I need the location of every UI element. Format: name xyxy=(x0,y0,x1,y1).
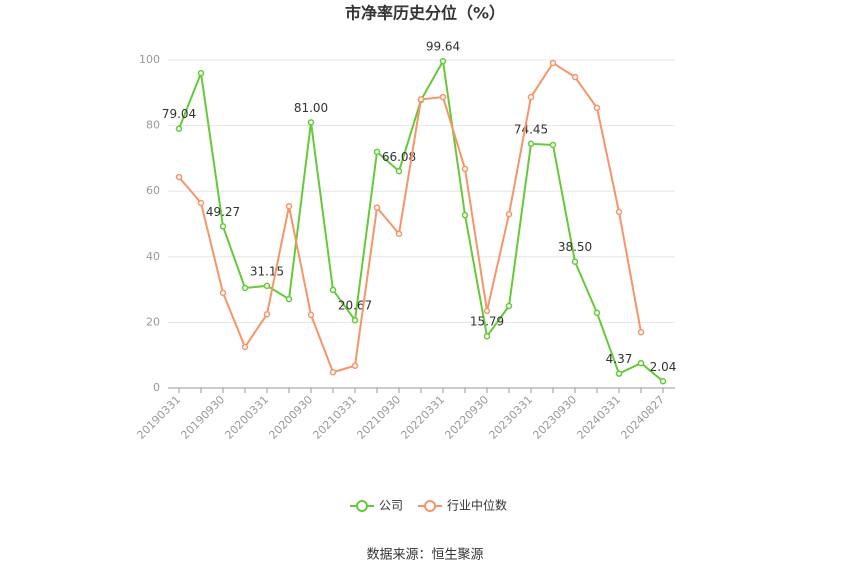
data-point xyxy=(483,332,491,340)
y-tick-label: 20 xyxy=(146,315,160,328)
data-point xyxy=(197,199,205,207)
data-point xyxy=(505,302,513,310)
data-point xyxy=(175,173,183,181)
legend-marker xyxy=(424,500,436,512)
data-point xyxy=(549,141,557,149)
x-tick-label: 20190930 xyxy=(178,393,227,442)
data-point xyxy=(439,57,447,65)
legend-label: 行业中位数 xyxy=(447,498,507,513)
data-point xyxy=(307,119,315,126)
data-point xyxy=(285,295,293,303)
y-tick-label: 40 xyxy=(146,250,160,263)
data-point xyxy=(527,140,535,148)
data-label: 99.64 xyxy=(426,40,460,54)
data-label: 20.67 xyxy=(338,299,372,313)
data-point xyxy=(263,310,271,318)
data-point xyxy=(505,210,513,218)
data-point xyxy=(593,309,601,317)
data-point xyxy=(329,286,337,294)
data-point xyxy=(351,316,359,324)
data-point xyxy=(571,73,579,81)
data-point xyxy=(659,378,667,385)
y-tick-label: 0 xyxy=(153,381,160,394)
data-point xyxy=(373,148,381,156)
chart-title: 市净率历史分位（%） xyxy=(345,4,505,23)
x-tick-label: 20190331 xyxy=(134,393,183,442)
y-tick-label: 80 xyxy=(146,119,160,132)
data-point xyxy=(637,359,645,367)
x-tick-label: 20210331 xyxy=(310,393,359,442)
data-label: 49.27 xyxy=(206,205,240,219)
x-tick-label: 20220930 xyxy=(442,393,491,442)
data-label: 74.45 xyxy=(514,122,548,136)
data-point xyxy=(241,284,249,292)
data-point xyxy=(571,258,579,265)
data-point xyxy=(395,168,403,175)
data-point xyxy=(483,307,491,315)
data-point xyxy=(549,59,557,67)
data-point xyxy=(615,370,623,377)
data-label: 4.37 xyxy=(606,352,633,366)
data-point xyxy=(241,343,249,351)
data-label: 38.50 xyxy=(558,240,592,254)
data-label: 31.15 xyxy=(250,264,284,278)
x-tick-label: 20230331 xyxy=(486,393,535,442)
x-tick-label: 20200331 xyxy=(222,393,271,442)
data-point xyxy=(637,328,645,336)
x-tick-label: 20240331 xyxy=(574,393,623,442)
x-tick-label: 20200930 xyxy=(266,393,315,442)
legend-item: 行业中位数 xyxy=(418,498,507,513)
data-point xyxy=(263,282,271,290)
data-point xyxy=(219,289,227,297)
legend-item: 公司 xyxy=(350,499,403,513)
y-tick-label: 60 xyxy=(146,184,160,197)
data-point xyxy=(219,223,227,230)
data-point xyxy=(285,203,293,210)
legend-marker xyxy=(356,500,368,512)
data-point xyxy=(615,208,623,216)
series-line xyxy=(178,58,664,383)
data-label: 81.00 xyxy=(294,101,328,115)
data-point xyxy=(197,69,205,77)
series-line xyxy=(178,61,642,374)
source: 数据来源：恒生聚源 xyxy=(366,548,483,563)
data-point xyxy=(527,93,535,101)
data-point xyxy=(439,93,447,101)
x-tick-label: 20210930 xyxy=(354,393,403,442)
data-label: 66.08 xyxy=(382,150,416,164)
data-point xyxy=(373,204,381,211)
legend-label: 公司 xyxy=(379,499,403,513)
data-point xyxy=(417,96,425,103)
data-point xyxy=(593,104,601,112)
data-label: 2.04 xyxy=(650,360,677,374)
data-point xyxy=(307,311,315,319)
x-tick-label: 20240827 xyxy=(618,393,667,442)
x-tick-label: 20230930 xyxy=(530,393,579,442)
data-label: 79.04 xyxy=(162,107,196,121)
y-tick-label: 100 xyxy=(139,53,160,66)
data-point xyxy=(395,230,403,238)
data-point xyxy=(175,125,183,132)
data-point xyxy=(461,165,469,173)
data-label: 15.79 xyxy=(470,315,504,329)
data-point xyxy=(329,369,337,376)
data-point xyxy=(461,211,469,219)
data-point xyxy=(351,362,359,369)
x-tick-label: 20220331 xyxy=(398,393,447,442)
